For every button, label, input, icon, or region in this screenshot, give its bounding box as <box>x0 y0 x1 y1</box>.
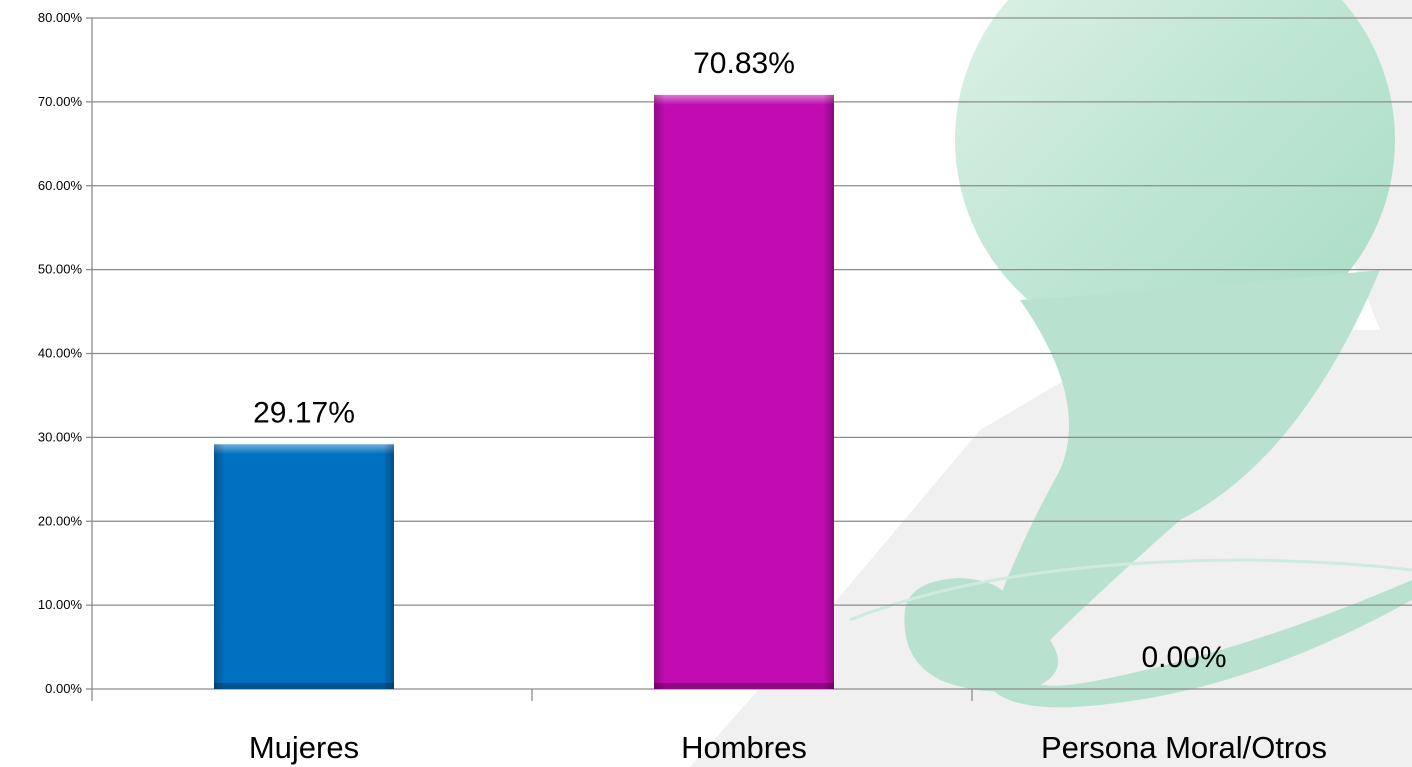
y-axis: 0.00% 10.00% 20.00% 30.00% 40.00% 50.00% 60.00… <box>38 10 93 696</box>
bar-hombres <box>654 94 834 689</box>
bar-bevel-bottom <box>654 683 834 689</box>
y-tick-label: 50.00% <box>38 262 83 277</box>
y-tick-label: 80.00% <box>38 10 83 25</box>
y-tick-label: 60.00% <box>38 178 83 193</box>
data-label: 70.83% <box>693 47 795 80</box>
x-axis <box>91 689 973 701</box>
x-tick-label: Hombres <box>681 730 807 765</box>
y-tick-label: 20.00% <box>38 513 83 528</box>
y-tick-label: 70.00% <box>38 94 83 109</box>
bar-mujeres <box>214 444 394 689</box>
category-labels: Mujeres Hombres Persona Moral/Otros <box>249 730 1327 765</box>
watermark-balloon-head <box>955 0 1395 355</box>
bar-bevel-side <box>214 444 394 689</box>
x-tick-label: Mujeres <box>249 730 359 765</box>
data-labels: 29.17% 70.83% 0.00% <box>253 47 1226 674</box>
watermark-swoosh <box>849 558 1412 622</box>
watermark-hand <box>904 578 1058 692</box>
bar-bevel-bottom <box>214 683 394 689</box>
y-tick-label: 30.00% <box>38 429 83 444</box>
y-tick-label: 10.00% <box>38 597 83 612</box>
y-tick-label: 40.00% <box>38 346 83 361</box>
bars <box>214 94 834 689</box>
watermark-gray-shadow <box>690 0 1412 767</box>
data-label: 29.17% <box>253 396 355 429</box>
x-tick-label: Persona Moral/Otros <box>1041 730 1327 765</box>
watermark-graphic <box>690 0 1412 767</box>
watermark-balloon-body <box>981 270 1412 708</box>
data-label: 0.00% <box>1141 641 1226 674</box>
bar-bevel-side <box>654 94 834 689</box>
y-tick-label: 0.00% <box>45 681 82 696</box>
